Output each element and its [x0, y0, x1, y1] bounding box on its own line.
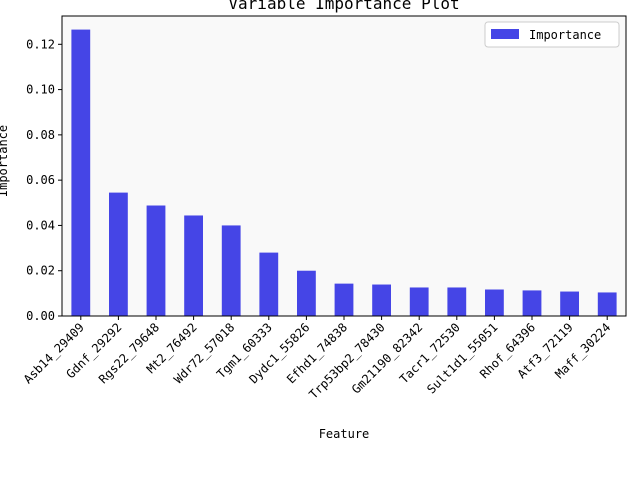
bar-Maff_30224	[597, 292, 617, 316]
y-tick-label: 0.02	[26, 264, 55, 278]
y-tick-label: 0.08	[26, 128, 55, 142]
bar-Tacr1_72530	[447, 287, 467, 316]
x-axis: Asb14_29409Gdnf_29292Rgs22_79648Mt2_7649…	[21, 316, 613, 402]
bars-group	[71, 29, 617, 317]
y-tick-label: 0.10	[26, 83, 55, 97]
bar-Sult1d1_55051	[485, 289, 504, 316]
y-axis-label: Importance	[0, 125, 10, 197]
y-axis: 0.00 0.02 0.04 0.06 0.08 0.10 0.12	[26, 37, 62, 323]
bar-Dydc1_55826	[297, 270, 316, 316]
bar-Rgs22_79648	[146, 205, 166, 316]
x-axis-label: Feature	[319, 427, 370, 441]
bar-Gm21190_82342	[409, 287, 429, 316]
bar-Rhof_64396	[522, 290, 542, 316]
bar-Trp53bp2_78430	[372, 284, 391, 316]
legend: Importance	[484, 21, 620, 48]
y-tick-label: 0.06	[26, 173, 55, 187]
legend-label: Importance	[529, 28, 601, 42]
legend-swatch	[491, 29, 519, 39]
bar-Atf3_72119	[560, 291, 579, 316]
y-tick-label: 0.04	[26, 218, 55, 232]
legend-box	[484, 21, 620, 48]
y-tick-label: 0.12	[26, 37, 55, 51]
y-tick-label: 0.00	[26, 309, 55, 323]
chart-title: Variable Importance Plot	[228, 0, 459, 13]
bar-Wdr72_57018	[221, 225, 241, 316]
bar-Mt2_76492	[184, 215, 203, 316]
bar-Tgm1_60333	[259, 252, 279, 316]
bar-Asb14_29409	[71, 29, 91, 317]
bar-Efhd1_74838	[334, 283, 354, 316]
bar-Gdnf_29292	[109, 192, 128, 316]
